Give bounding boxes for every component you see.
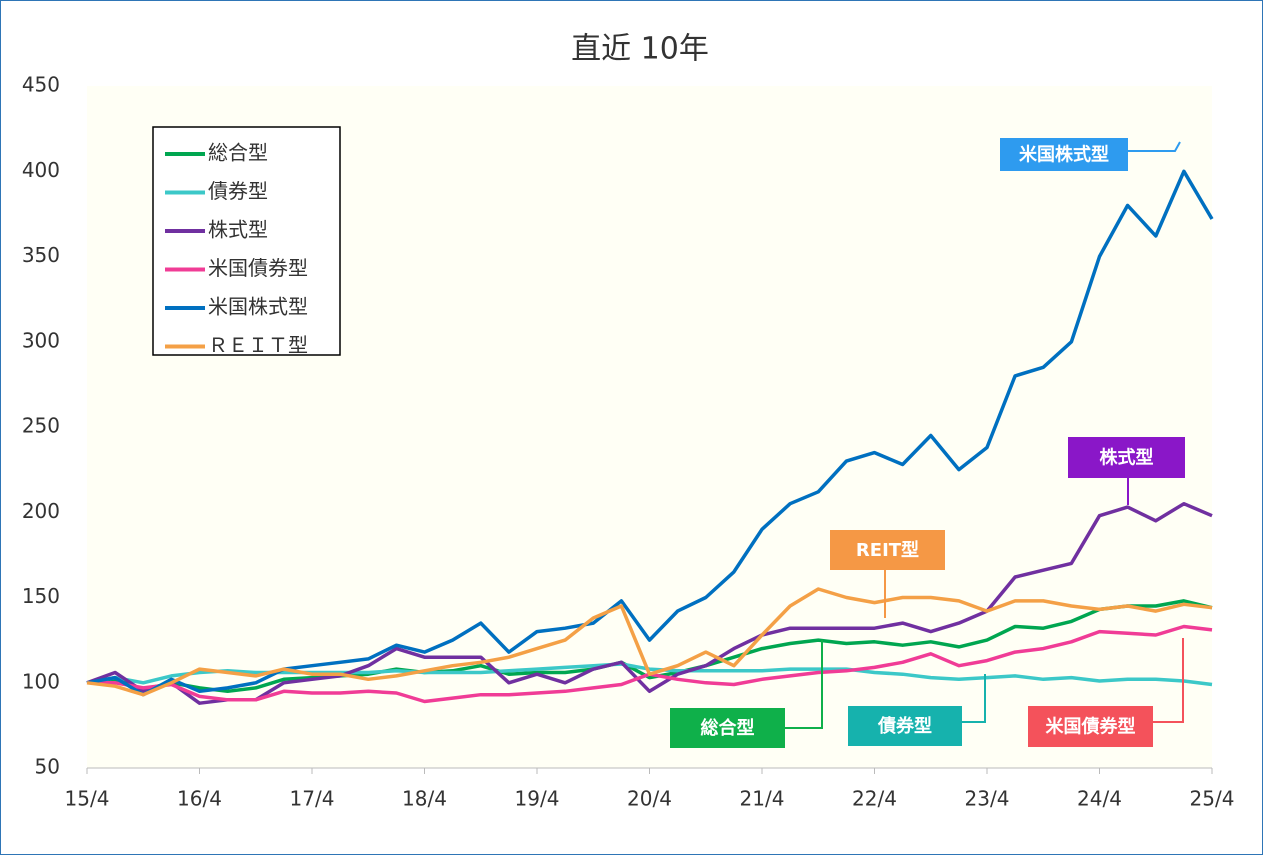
x-tick-label: 19/4 xyxy=(515,787,560,811)
x-tick-label: 17/4 xyxy=(290,787,335,811)
x-tick-label: 20/4 xyxy=(627,787,672,811)
legend-label: 米国債券型 xyxy=(208,256,308,280)
x-tick-label: 21/4 xyxy=(740,787,785,811)
y-tick-label: 50 xyxy=(35,755,60,779)
x-tick-label: 16/4 xyxy=(177,787,222,811)
y-tick-label: 400 xyxy=(22,158,60,182)
y-tick-label: 100 xyxy=(22,669,60,693)
x-tick-label: 25/4 xyxy=(1190,787,1235,811)
series-line xyxy=(86,587,1213,697)
series-line xyxy=(86,501,1213,705)
y-tick-label: 250 xyxy=(22,414,60,438)
callout-leader xyxy=(1128,141,1181,152)
chart-title: 直近 10年 xyxy=(571,32,709,67)
series-line xyxy=(86,169,1214,697)
x-tick-label: 15/4 xyxy=(65,787,110,811)
legend-label: ＲＥＩＴ型 xyxy=(208,333,308,357)
callout-box xyxy=(1000,138,1128,171)
series-line xyxy=(86,599,1213,694)
x-tick-label: 24/4 xyxy=(1077,787,1122,811)
y-tick-label: 150 xyxy=(22,584,60,608)
callout-box xyxy=(670,708,785,748)
y-tick-label: 350 xyxy=(22,243,60,267)
y-tick-label: 450 xyxy=(22,73,60,97)
callout-box xyxy=(830,530,945,570)
callout-label: 米国債券型 xyxy=(1046,716,1136,738)
x-tick-label: 23/4 xyxy=(965,787,1010,811)
x-tick-label: 22/4 xyxy=(852,787,897,811)
legend-label: 債券型 xyxy=(208,179,268,203)
callout-leader xyxy=(962,674,986,723)
callout-label: 株式型 xyxy=(1100,447,1154,469)
callout-box xyxy=(1068,437,1185,478)
legend-label: 米国株式型 xyxy=(208,295,308,319)
callout-label: 債券型 xyxy=(877,715,932,737)
callout-box xyxy=(1028,706,1153,747)
callout-box xyxy=(848,706,962,746)
legend-label: 株式型 xyxy=(208,218,268,242)
callout-label: 総合型 xyxy=(701,717,755,739)
callout-leader xyxy=(1153,638,1184,723)
callout-leader xyxy=(785,640,823,729)
callout-label: REIT型 xyxy=(856,539,919,561)
legend-box xyxy=(152,126,341,356)
y-tick-label: 200 xyxy=(22,499,60,523)
callout-label: 米国株式型 xyxy=(1019,144,1109,166)
legend-label: 総合型 xyxy=(208,141,268,165)
x-tick-label: 18/4 xyxy=(402,787,447,811)
y-tick-label: 300 xyxy=(22,328,60,352)
